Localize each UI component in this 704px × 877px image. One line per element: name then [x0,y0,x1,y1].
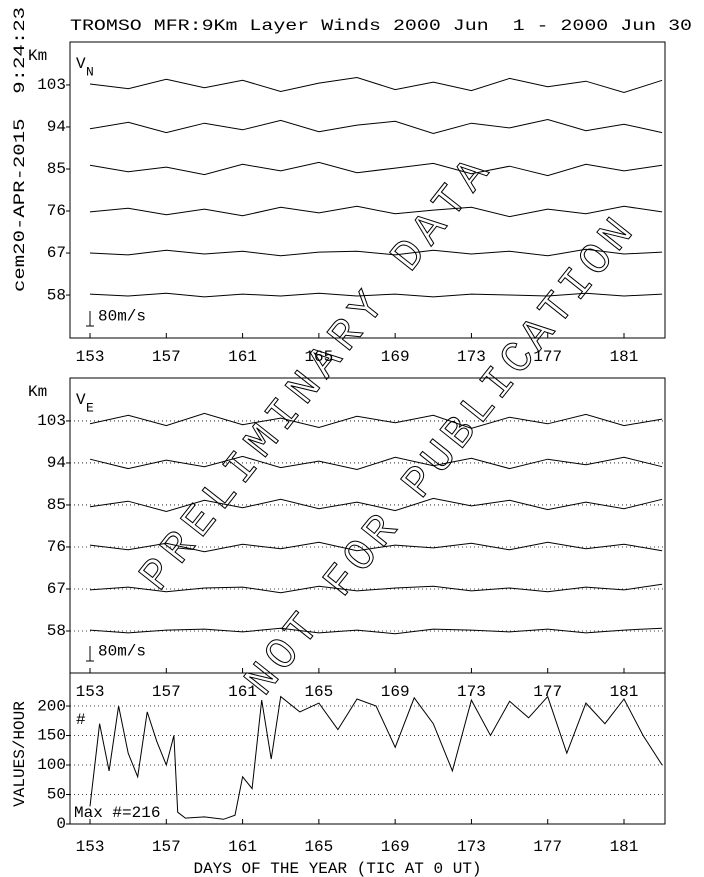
x-tick-label: 153 [76,683,105,701]
wind-trace [89,583,663,594]
x-tick-label: 173 [457,348,486,366]
y-tick-label: 58 [47,286,66,304]
wind-trace [89,76,663,94]
y-tick-label: 76 [47,538,66,556]
y-tick-label: 67 [47,244,66,262]
y-tick-label: 94 [47,118,66,136]
stamp: cem20-APR-2015 9:24:23 [11,7,29,292]
y-tick-label: 67 [47,580,66,598]
x-tick-label: 157 [152,838,181,856]
x-tick-label: 169 [381,348,410,366]
plot-area [89,695,663,820]
y-axis-label: Km [28,383,47,401]
x-tick-label: 153 [76,838,105,856]
x-tick-label: 173 [457,683,486,701]
wind-trace [89,118,663,135]
wind-trace [89,292,663,298]
wind-trace [89,205,663,218]
y-tick-label: 50 [47,786,66,804]
x-tick-label: 177 [533,348,562,366]
wind-trace [89,412,663,429]
watermark: NOT FOR PUBLICATION [236,210,645,706]
annotation: Max #=216 [74,804,160,822]
x-tick-label: 177 [533,838,562,856]
wind-trace [89,541,663,553]
panel-label-sub: E [86,400,94,415]
x-tick-label: 157 [152,348,181,366]
wind-trace [89,161,663,177]
x-axis-label: DAYS OF THE YEAR (TIC AT 0 UT) [193,860,481,877]
y-tick-label: 94 [47,454,66,472]
panel-label: V [76,55,86,73]
x-tick-label: 181 [610,683,639,701]
wind-trace [89,627,663,635]
x-tick-label: 181 [610,348,639,366]
x-tick-label: 181 [610,838,639,856]
x-tick-label: 165 [304,838,333,856]
panel-frame [69,672,666,825]
y-tick-label: 58 [47,622,66,640]
y-tick-label: 103 [37,412,66,430]
scale-bar-label: 80m/s [98,643,146,661]
x-tick-label: 161 [228,838,257,856]
y-tick-label: 85 [47,496,66,514]
y-tick-label: 200 [37,697,66,715]
wind-trace [89,248,663,257]
x-tick-label: 161 [228,348,257,366]
x-tick-label: 157 [152,683,181,701]
wind-trace [89,455,663,471]
chart-title: TROMSO MFR:9Km Layer Winds 2000 Jun 1 - … [70,17,692,35]
x-tick-label: 177 [533,683,562,701]
x-tick-label: 169 [381,683,410,701]
y-tick-label: 100 [37,756,66,774]
x-tick-label: 169 [381,838,410,856]
y-axis-label: Km [28,47,47,65]
x-tick-label: 165 [304,348,333,366]
panel-label-sub: N [86,64,94,79]
x-tick-label: 173 [457,838,486,856]
panel-label: V [76,391,86,409]
y-tick-label: 103 [37,76,66,94]
x-tick-label: 161 [228,683,257,701]
scale-bar-label: 80m/s [98,308,146,326]
watermark: PRELIMINARY DATA [131,150,501,601]
y-axis-label: VALUES/HOUR [11,701,29,807]
y-tick-label: 0 [56,815,66,833]
plot-area [89,76,663,298]
x-tick-label: 165 [304,683,333,701]
y-tick-label: 85 [47,160,66,178]
panel-frame [69,41,666,339]
y-tick-label: 150 [37,727,66,745]
plot-area [89,412,663,635]
count-trace [89,695,663,820]
y-tick-label: 76 [47,202,66,220]
wind-trace [89,497,663,513]
x-tick-label: 153 [76,348,105,366]
series-label: # [76,711,86,729]
